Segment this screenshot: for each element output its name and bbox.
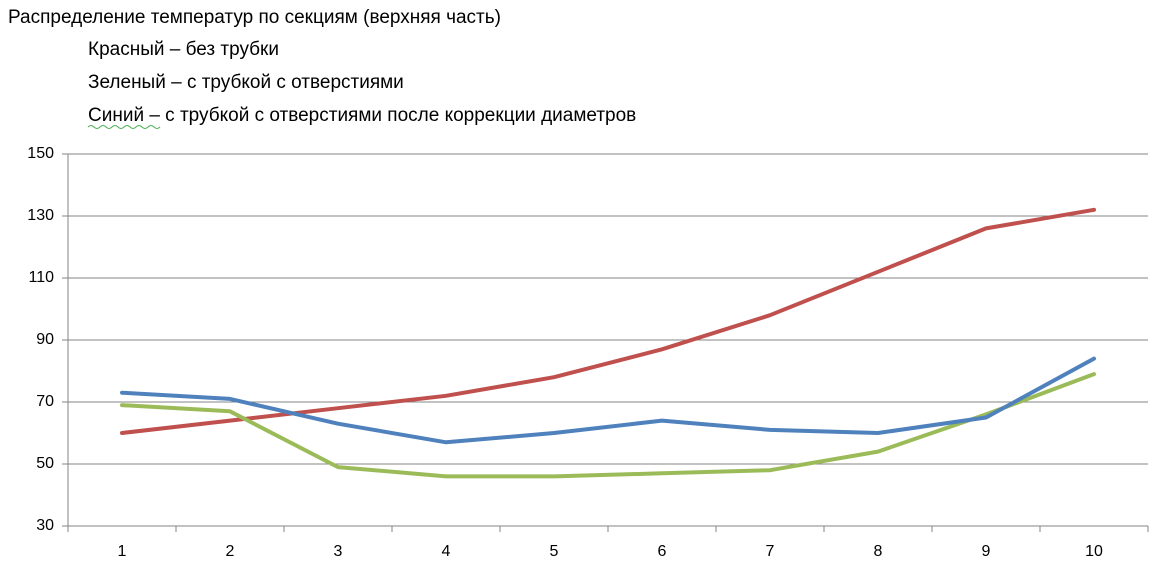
x-tick-label: 8 xyxy=(874,543,883,560)
x-tick-label: 2 xyxy=(226,543,235,560)
annotation: Зеленый – с трубкой с отверстиями xyxy=(88,72,404,93)
y-tick-label: 130 xyxy=(27,207,54,224)
y-tick-label: 90 xyxy=(36,331,54,348)
chart-title: Распределение температур по секциям (вер… xyxy=(8,7,501,28)
data-line xyxy=(120,372,1096,479)
y-tick-label: 150 xyxy=(27,145,54,162)
data-line xyxy=(120,207,1096,435)
annotation: Синий – с трубкой с отверстиями после ко… xyxy=(88,105,636,126)
data-line xyxy=(120,356,1096,445)
x-tick-label: 4 xyxy=(442,543,451,560)
x-tick-label: 7 xyxy=(766,543,775,560)
y-tick-label: 70 xyxy=(36,393,54,410)
x-tick-label: 5 xyxy=(550,543,559,560)
x-tick-label: 1 xyxy=(118,543,127,560)
x-tick-label: 9 xyxy=(982,543,991,560)
annotation: Красный – без трубки xyxy=(88,39,279,60)
x-tick-label: 3 xyxy=(334,543,343,560)
x-tick-label: 6 xyxy=(658,543,667,560)
y-tick-label: 30 xyxy=(36,517,54,534)
x-tick-label: 10 xyxy=(1085,543,1103,560)
spellcheck-underline xyxy=(87,125,161,129)
y-tick-label: 110 xyxy=(28,269,54,286)
y-tick-label: 50 xyxy=(36,455,54,472)
